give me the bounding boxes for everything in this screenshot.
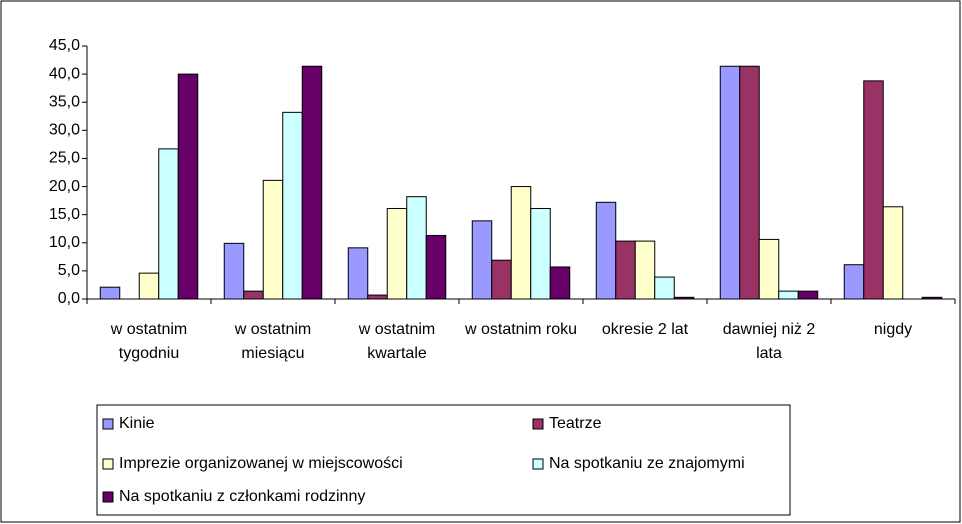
legend-label: Kinie (119, 415, 155, 432)
y-tick-label: 10,0 (49, 234, 80, 251)
x-tick-label: w ostatnim roku (464, 321, 578, 338)
bar (177, 73, 199, 300)
legend-swatch (532, 458, 544, 470)
x-tick-label: okresie 2 lat (601, 321, 689, 338)
x-tick-label: dawniej niż 2 lata (722, 321, 816, 362)
bar (367, 294, 388, 300)
y-tick-label: 5,0 (58, 262, 80, 279)
bar (386, 207, 408, 300)
bar (510, 186, 532, 300)
bar (654, 276, 675, 300)
x-tick-label: w ostatnim tygodniu (110, 321, 188, 362)
bar (843, 264, 865, 300)
y-tick-label: 25,0 (49, 150, 80, 167)
bar (491, 259, 512, 300)
x-tick-label: w ostatnim kwartale (358, 321, 436, 362)
y-tick-label: 15,0 (49, 206, 80, 223)
bar (99, 286, 121, 300)
bar (634, 240, 656, 300)
legend-label: Na spotkaniu z członkami rodzinny (119, 488, 365, 505)
x-tick-label: w ostatnim miesiącu (234, 321, 312, 362)
bar (471, 220, 493, 300)
bar (262, 179, 284, 300)
bar (758, 238, 780, 300)
bar (243, 290, 264, 300)
legend-swatch (532, 418, 544, 430)
bar (863, 80, 884, 300)
bar (739, 65, 760, 300)
bar (549, 266, 571, 300)
x-tick-label: nigdy (873, 321, 913, 338)
bar (882, 206, 904, 300)
y-tick-label: 20,0 (49, 178, 80, 195)
y-tick-label: 0,0 (58, 290, 80, 307)
bar (778, 290, 799, 300)
legend-label: Imprezie organizowanej w miejscowości (119, 455, 403, 472)
bar (719, 65, 741, 300)
legend-label: Na spotkaniu ze znajomymi (549, 455, 745, 472)
legend-label: Teatrze (549, 415, 602, 432)
bar (223, 242, 245, 300)
legend-swatch (102, 418, 114, 430)
y-tick-label: 45,0 (49, 37, 80, 54)
bar (301, 65, 323, 300)
bar (530, 207, 551, 300)
legend-swatch (102, 458, 114, 470)
bar (425, 234, 447, 300)
y-tick-label: 30,0 (49, 122, 80, 139)
bar (595, 201, 617, 300)
legend-swatch (102, 491, 114, 503)
bar (138, 272, 160, 300)
bar (406, 196, 427, 300)
bar (347, 247, 369, 300)
y-tick-label: 40,0 (49, 65, 80, 82)
legend-box (96, 404, 791, 516)
bar (615, 240, 636, 300)
bar (158, 148, 179, 300)
bar (282, 111, 303, 300)
bar (797, 290, 819, 300)
y-tick-label: 35,0 (49, 93, 80, 110)
